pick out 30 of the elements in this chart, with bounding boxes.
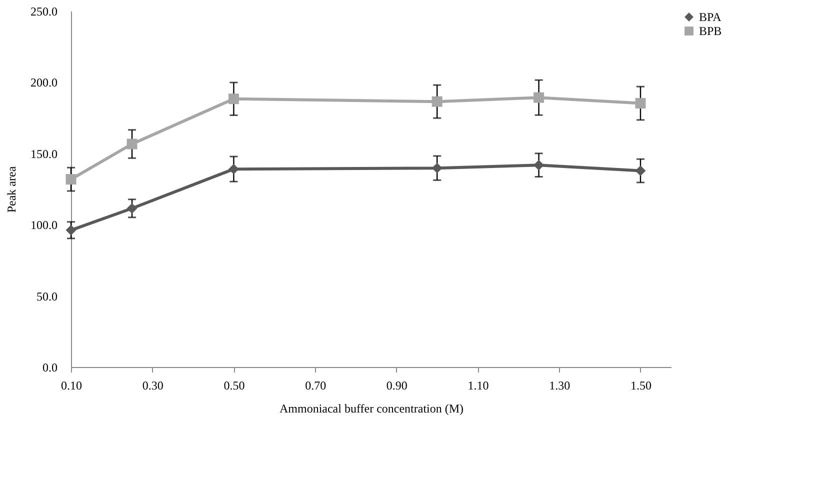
point: [66, 174, 76, 185]
x-tick-label: 0.50: [224, 378, 245, 392]
y-tick-label: 100.0: [30, 218, 58, 232]
point: [228, 164, 239, 174]
point: [534, 160, 544, 170]
x-tick-label: 0.10: [61, 378, 82, 392]
x-tick-label: 0.70: [305, 378, 326, 392]
point: [635, 98, 646, 109]
point: [432, 96, 442, 107]
point: [126, 203, 138, 214]
y-tick-label: 150.0: [30, 146, 58, 161]
x-tick-label: 1.10: [468, 378, 489, 392]
point: [126, 138, 138, 150]
point: [432, 162, 442, 174]
x-tick-label: 0.30: [142, 378, 164, 392]
x-tick-label: 1.50: [630, 378, 652, 392]
x-tick-label: 1.30: [549, 378, 570, 392]
point: [228, 94, 239, 104]
point: [66, 224, 76, 236]
y-tick-label: 200.0: [30, 76, 58, 90]
legend-label: BPA: [699, 10, 722, 24]
x-tick-label: 0.90: [386, 378, 408, 392]
point: [534, 92, 544, 103]
y-tick-label: 250.0: [30, 4, 58, 18]
y-axis-title: Peak area: [4, 166, 18, 213]
y-tick-label: 50.0: [36, 289, 58, 304]
x-axis-title: Ammoniacal buffer concentration (M): [279, 402, 464, 416]
legend-label: BPB: [699, 24, 722, 38]
point: [635, 166, 646, 176]
y-tick-label: 0.0: [42, 360, 58, 374]
